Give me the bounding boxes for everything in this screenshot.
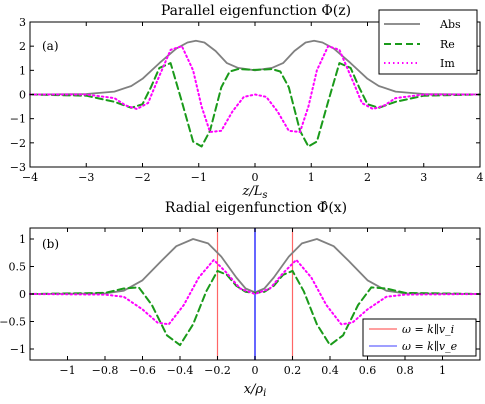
xtick-label-0-6: 2 (364, 171, 371, 184)
ytick-label-0-3: 0 (19, 89, 26, 102)
xtick-label-1-7: 0.4 (321, 364, 339, 377)
panel-a-legend: Abs Re Im (378, 9, 478, 75)
xtick-label-0-8: 4 (477, 171, 484, 184)
xtick-label-1-8: 0.6 (359, 364, 377, 377)
legend-label-im: Im (440, 57, 455, 70)
ytick-label-1-2: 0 (19, 288, 26, 301)
xtick-label-1-3: −0.4 (167, 364, 194, 377)
xtick-label-0-4: 0 (252, 171, 259, 184)
panel-b-ticks: −1 −0.8 −0.6 −0.4 −0.2 0 0.2 0.4 0.6 0.8 1 −1 −0.5 0 0… (0, 228, 480, 377)
panel-a-label: (a) (42, 39, 59, 53)
xtick-label-1-9: 0.8 (396, 364, 414, 377)
xtick-label-1-0: −1 (59, 364, 75, 377)
xtick-label-1-10: 1 (439, 364, 446, 377)
panel-b-radial-eigenfunction: Radial eigenfunction Φ̂(x) −1 −0.8 −0.6 −0.… (0, 200, 481, 399)
series-1-re (29, 269, 481, 347)
xtick-label-1-5: 0 (252, 364, 259, 377)
series-0-im (29, 45, 481, 133)
xtick-label-0-1: −3 (78, 171, 94, 184)
panel-b-label: (b) (42, 237, 59, 251)
xtick-label-0-5: 1 (308, 171, 315, 184)
xtick-label-1-2: −0.6 (129, 364, 156, 377)
xtick-label-1-6: 0.2 (284, 364, 302, 377)
panel-b-x-axis-label: x/ρi (244, 382, 267, 399)
ytick-label-0-2: −1 (10, 113, 26, 126)
xtick-label-0-2: −2 (134, 171, 150, 184)
xtick-label-0-7: 3 (420, 171, 427, 184)
xtick-label-1-4: −0.2 (204, 364, 231, 377)
ytick-label-1-3: 0.5 (9, 261, 27, 274)
ytick-label-1-0: −1 (10, 343, 26, 356)
ytick-label-0-5: 2 (19, 40, 26, 53)
chart-b-title: Radial eigenfunction Φ̂(x) (165, 200, 347, 216)
panel-a-x-axis-label: z/Ls (241, 184, 267, 201)
series-1-im (29, 258, 481, 326)
xtick-label-1-1: −0.8 (92, 364, 119, 377)
panel-b-legend-box (362, 318, 477, 357)
xtick-label-0-3: −1 (191, 171, 207, 184)
legend-label-omega-vi: ω = k∥v_i (402, 323, 454, 336)
series-0-re (29, 62, 481, 148)
ytick-label-0-6: 3 (19, 16, 26, 29)
panel-a-parallel-eigenfunction: Parallel eigenfunction Φ(z) −4 −3 −2 −1 0 1 2 3… (10, 3, 484, 201)
legend-label-re: Re (440, 38, 455, 51)
ytick-label-1-4: 1 (19, 233, 26, 246)
chart-a-title: Parallel eigenfunction Φ(z) (161, 3, 351, 19)
panel-a-legend-box (378, 9, 478, 75)
ytick-label-0-1: −2 (10, 137, 26, 150)
panel-b-series (29, 228, 481, 360)
legend-label-abs: Abs (439, 18, 461, 31)
xtick-label-0-0: −4 (22, 171, 38, 184)
panel-b-legend: ω = k∥v_i ω = k∥v_e (362, 318, 477, 357)
ytick-label-0-4: 1 (19, 64, 26, 77)
legend-label-omega-ve: ω = k∥v_e (402, 340, 458, 353)
ytick-label-0-0: −3 (10, 161, 26, 174)
panel-a-series (29, 39, 481, 148)
ytick-label-1-1: −0.5 (0, 316, 26, 329)
